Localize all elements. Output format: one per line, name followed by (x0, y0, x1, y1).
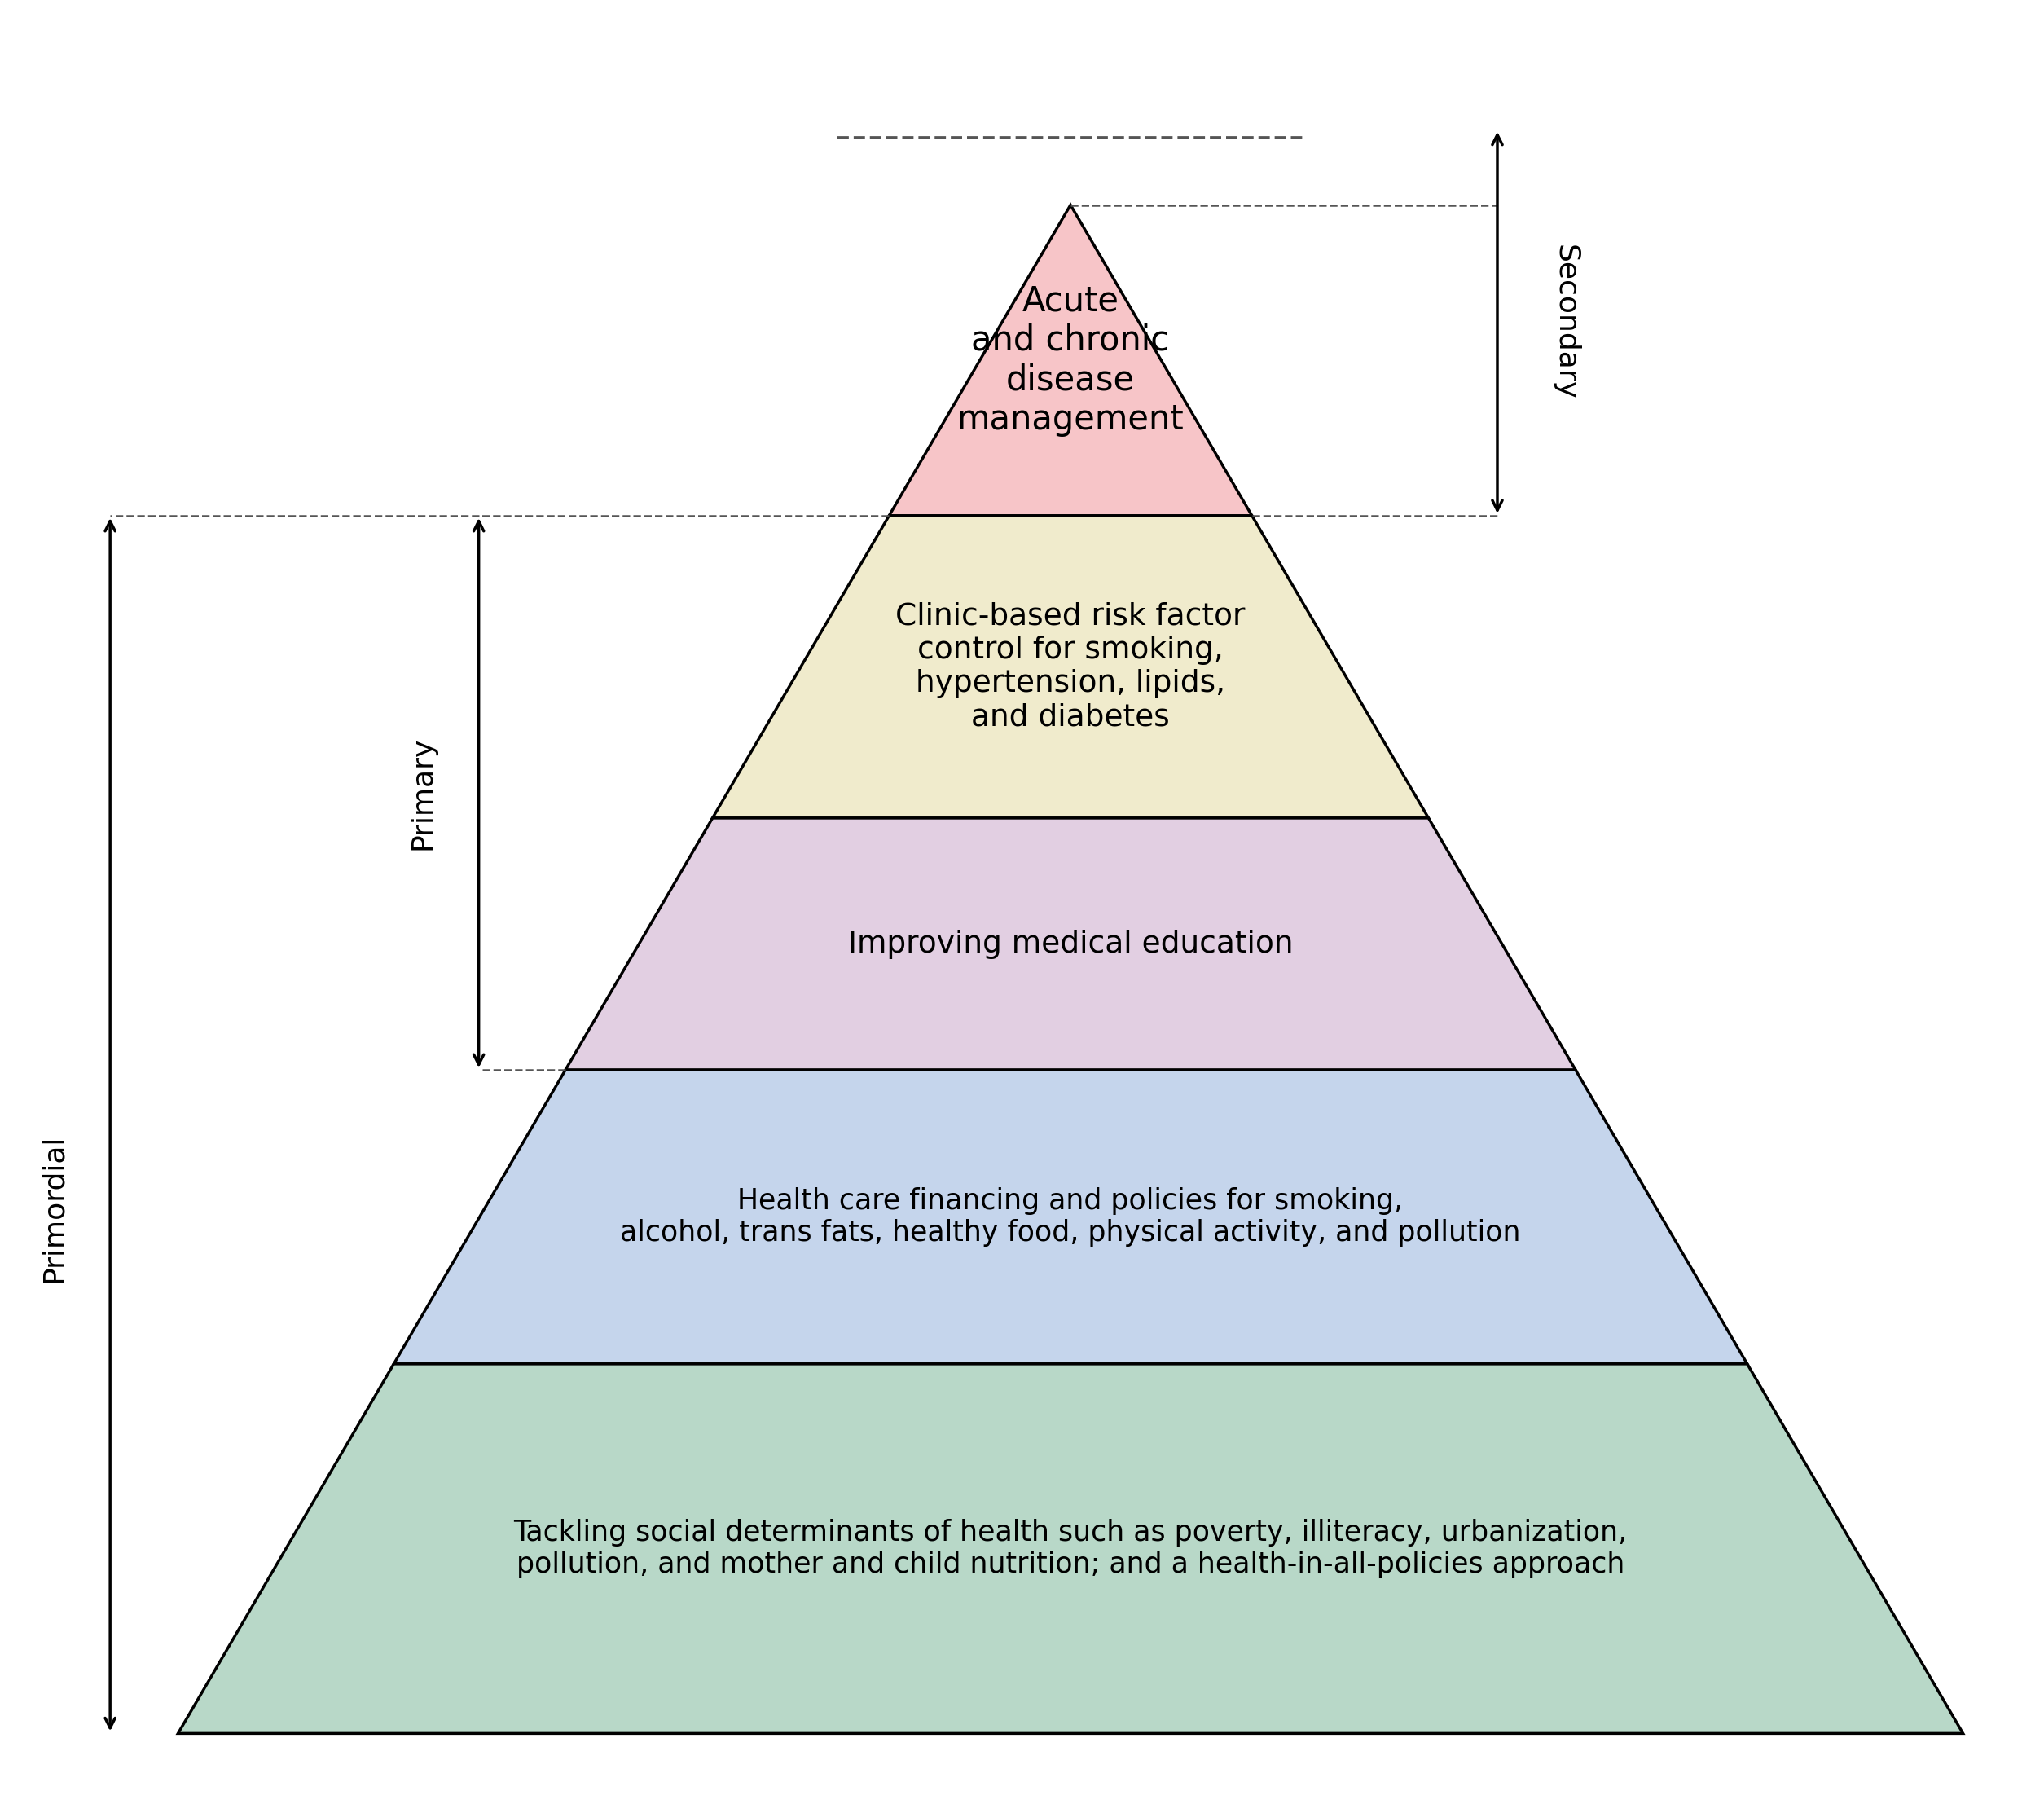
Polygon shape (394, 1070, 1748, 1364)
Polygon shape (566, 817, 1576, 1070)
Text: Acute
and chronic
disease
management: Acute and chronic disease management (957, 283, 1183, 437)
Polygon shape (889, 206, 1251, 516)
Text: Tackling social determinants of health such as poverty, illiteracy, urbanization: Tackling social determinants of health s… (513, 1519, 1627, 1578)
Text: Primary: Primary (409, 736, 435, 850)
Text: Secondary: Secondary (1551, 245, 1580, 400)
Polygon shape (713, 516, 1429, 817)
Text: Improving medical education: Improving medical education (848, 929, 1294, 958)
Text: Health care financing and policies for smoking,
alcohol, trans fats, healthy foo: Health care financing and policies for s… (619, 1187, 1521, 1247)
Text: Clinic-based risk factor
control for smoking,
hypertension, lipids,
and diabetes: Clinic-based risk factor control for smo… (895, 601, 1245, 732)
Polygon shape (178, 1364, 1962, 1734)
Text: Primordial: Primordial (39, 1135, 67, 1283)
